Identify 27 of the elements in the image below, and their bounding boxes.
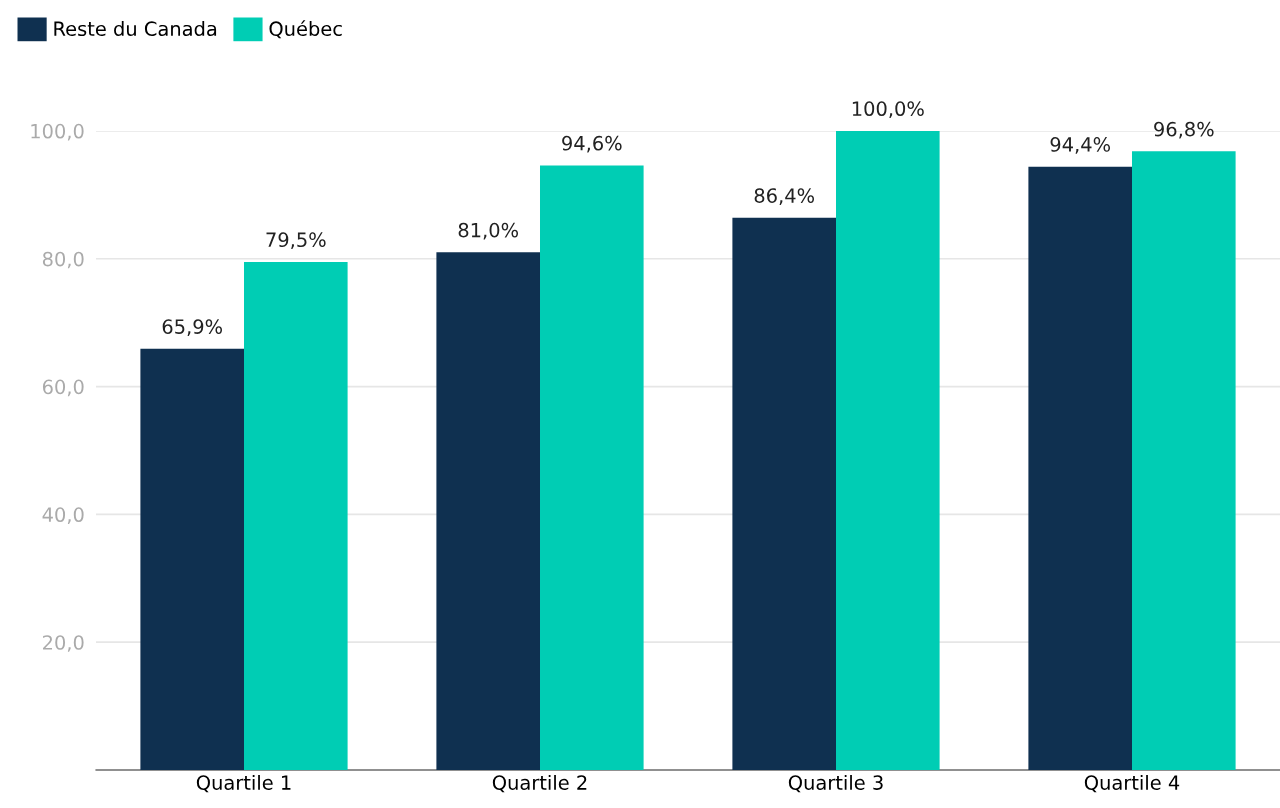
y-tick-label: 80,0 — [42, 251, 84, 269]
legend-label: Reste du Canada — [54, 21, 217, 37]
bar — [436, 252, 540, 771]
data-label: 86,4% — [754, 188, 815, 205]
bar — [244, 261, 348, 771]
data-label: 94,6% — [562, 135, 622, 153]
x-tick-label: Quartile 1 — [196, 774, 291, 793]
data-label: 79,5% — [266, 232, 326, 250]
y-tick-label: 40,0 — [42, 507, 84, 525]
bar — [836, 130, 940, 771]
y-tick-label: 100,0 — [31, 123, 84, 141]
bar — [1132, 151, 1236, 771]
data-label: 81,0% — [458, 222, 519, 240]
bar — [540, 165, 644, 771]
bar — [1028, 166, 1132, 771]
bar — [140, 348, 244, 771]
y-tick-label: 20,0 — [43, 635, 84, 652]
x-tick-label: Quartile 2 — [492, 774, 587, 793]
x-tick-label: Quartile 3 — [788, 774, 883, 793]
data-label: 65,9% — [162, 319, 223, 336]
legend-label: Québec — [269, 20, 342, 39]
data-label: 94,4% — [1050, 137, 1111, 154]
bar — [732, 217, 836, 771]
data-label: 96,8% — [1154, 121, 1214, 139]
x-tick-label: Quartile 4 — [1084, 774, 1180, 793]
y-tick-label: 60,0 — [42, 379, 84, 397]
data-label: 100,0% — [852, 101, 924, 118]
